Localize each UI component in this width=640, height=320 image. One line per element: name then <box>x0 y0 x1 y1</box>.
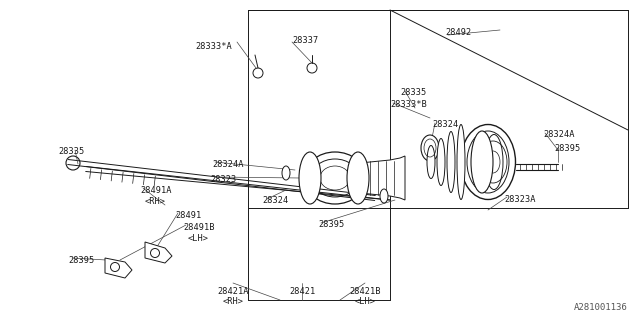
Text: 28395: 28395 <box>68 256 94 265</box>
Text: 28333*B: 28333*B <box>390 100 427 109</box>
Text: 28492: 28492 <box>445 28 471 37</box>
Ellipse shape <box>437 139 445 186</box>
Text: 28337: 28337 <box>292 36 318 45</box>
Text: 28324A: 28324A <box>543 130 575 139</box>
Ellipse shape <box>461 124 515 199</box>
Polygon shape <box>360 156 405 200</box>
Polygon shape <box>145 242 172 263</box>
Ellipse shape <box>421 135 439 161</box>
Ellipse shape <box>380 189 388 203</box>
Text: <RH>: <RH> <box>145 197 166 206</box>
Text: 28335: 28335 <box>400 88 426 97</box>
Text: 28421A: 28421A <box>217 287 249 296</box>
Ellipse shape <box>299 152 321 204</box>
Text: 28421: 28421 <box>289 287 315 296</box>
Text: <LH>: <LH> <box>188 234 209 243</box>
Text: 28324A: 28324A <box>212 160 243 169</box>
Text: 28491A: 28491A <box>140 186 172 195</box>
Text: 28335: 28335 <box>58 147 84 156</box>
Text: 28324: 28324 <box>432 120 458 129</box>
Text: 28324: 28324 <box>262 196 288 205</box>
Ellipse shape <box>457 124 465 199</box>
Text: 28421B: 28421B <box>349 287 381 296</box>
Text: <LH>: <LH> <box>355 297 376 306</box>
Text: 28491B: 28491B <box>183 223 214 232</box>
Text: 28395: 28395 <box>554 144 580 153</box>
Text: 28491: 28491 <box>175 211 201 220</box>
Ellipse shape <box>347 152 369 204</box>
Ellipse shape <box>282 166 290 180</box>
Ellipse shape <box>471 131 493 193</box>
Ellipse shape <box>447 132 455 193</box>
Text: 28333*A: 28333*A <box>195 42 232 51</box>
Polygon shape <box>105 258 132 278</box>
Ellipse shape <box>427 146 435 179</box>
Text: 28323A: 28323A <box>504 195 536 204</box>
Text: 28395: 28395 <box>318 220 344 229</box>
Text: 28323: 28323 <box>210 175 236 184</box>
Text: A281001136: A281001136 <box>574 303 628 312</box>
Text: <RH>: <RH> <box>223 297 243 306</box>
